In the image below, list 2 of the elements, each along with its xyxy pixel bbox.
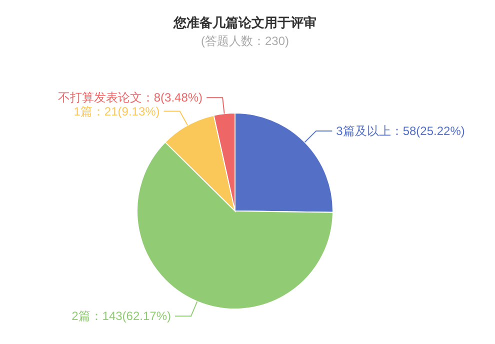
subtitle: (答题人数：230)	[201, 34, 289, 48]
title: 您准备几篇论文用于评审	[174, 15, 316, 30]
